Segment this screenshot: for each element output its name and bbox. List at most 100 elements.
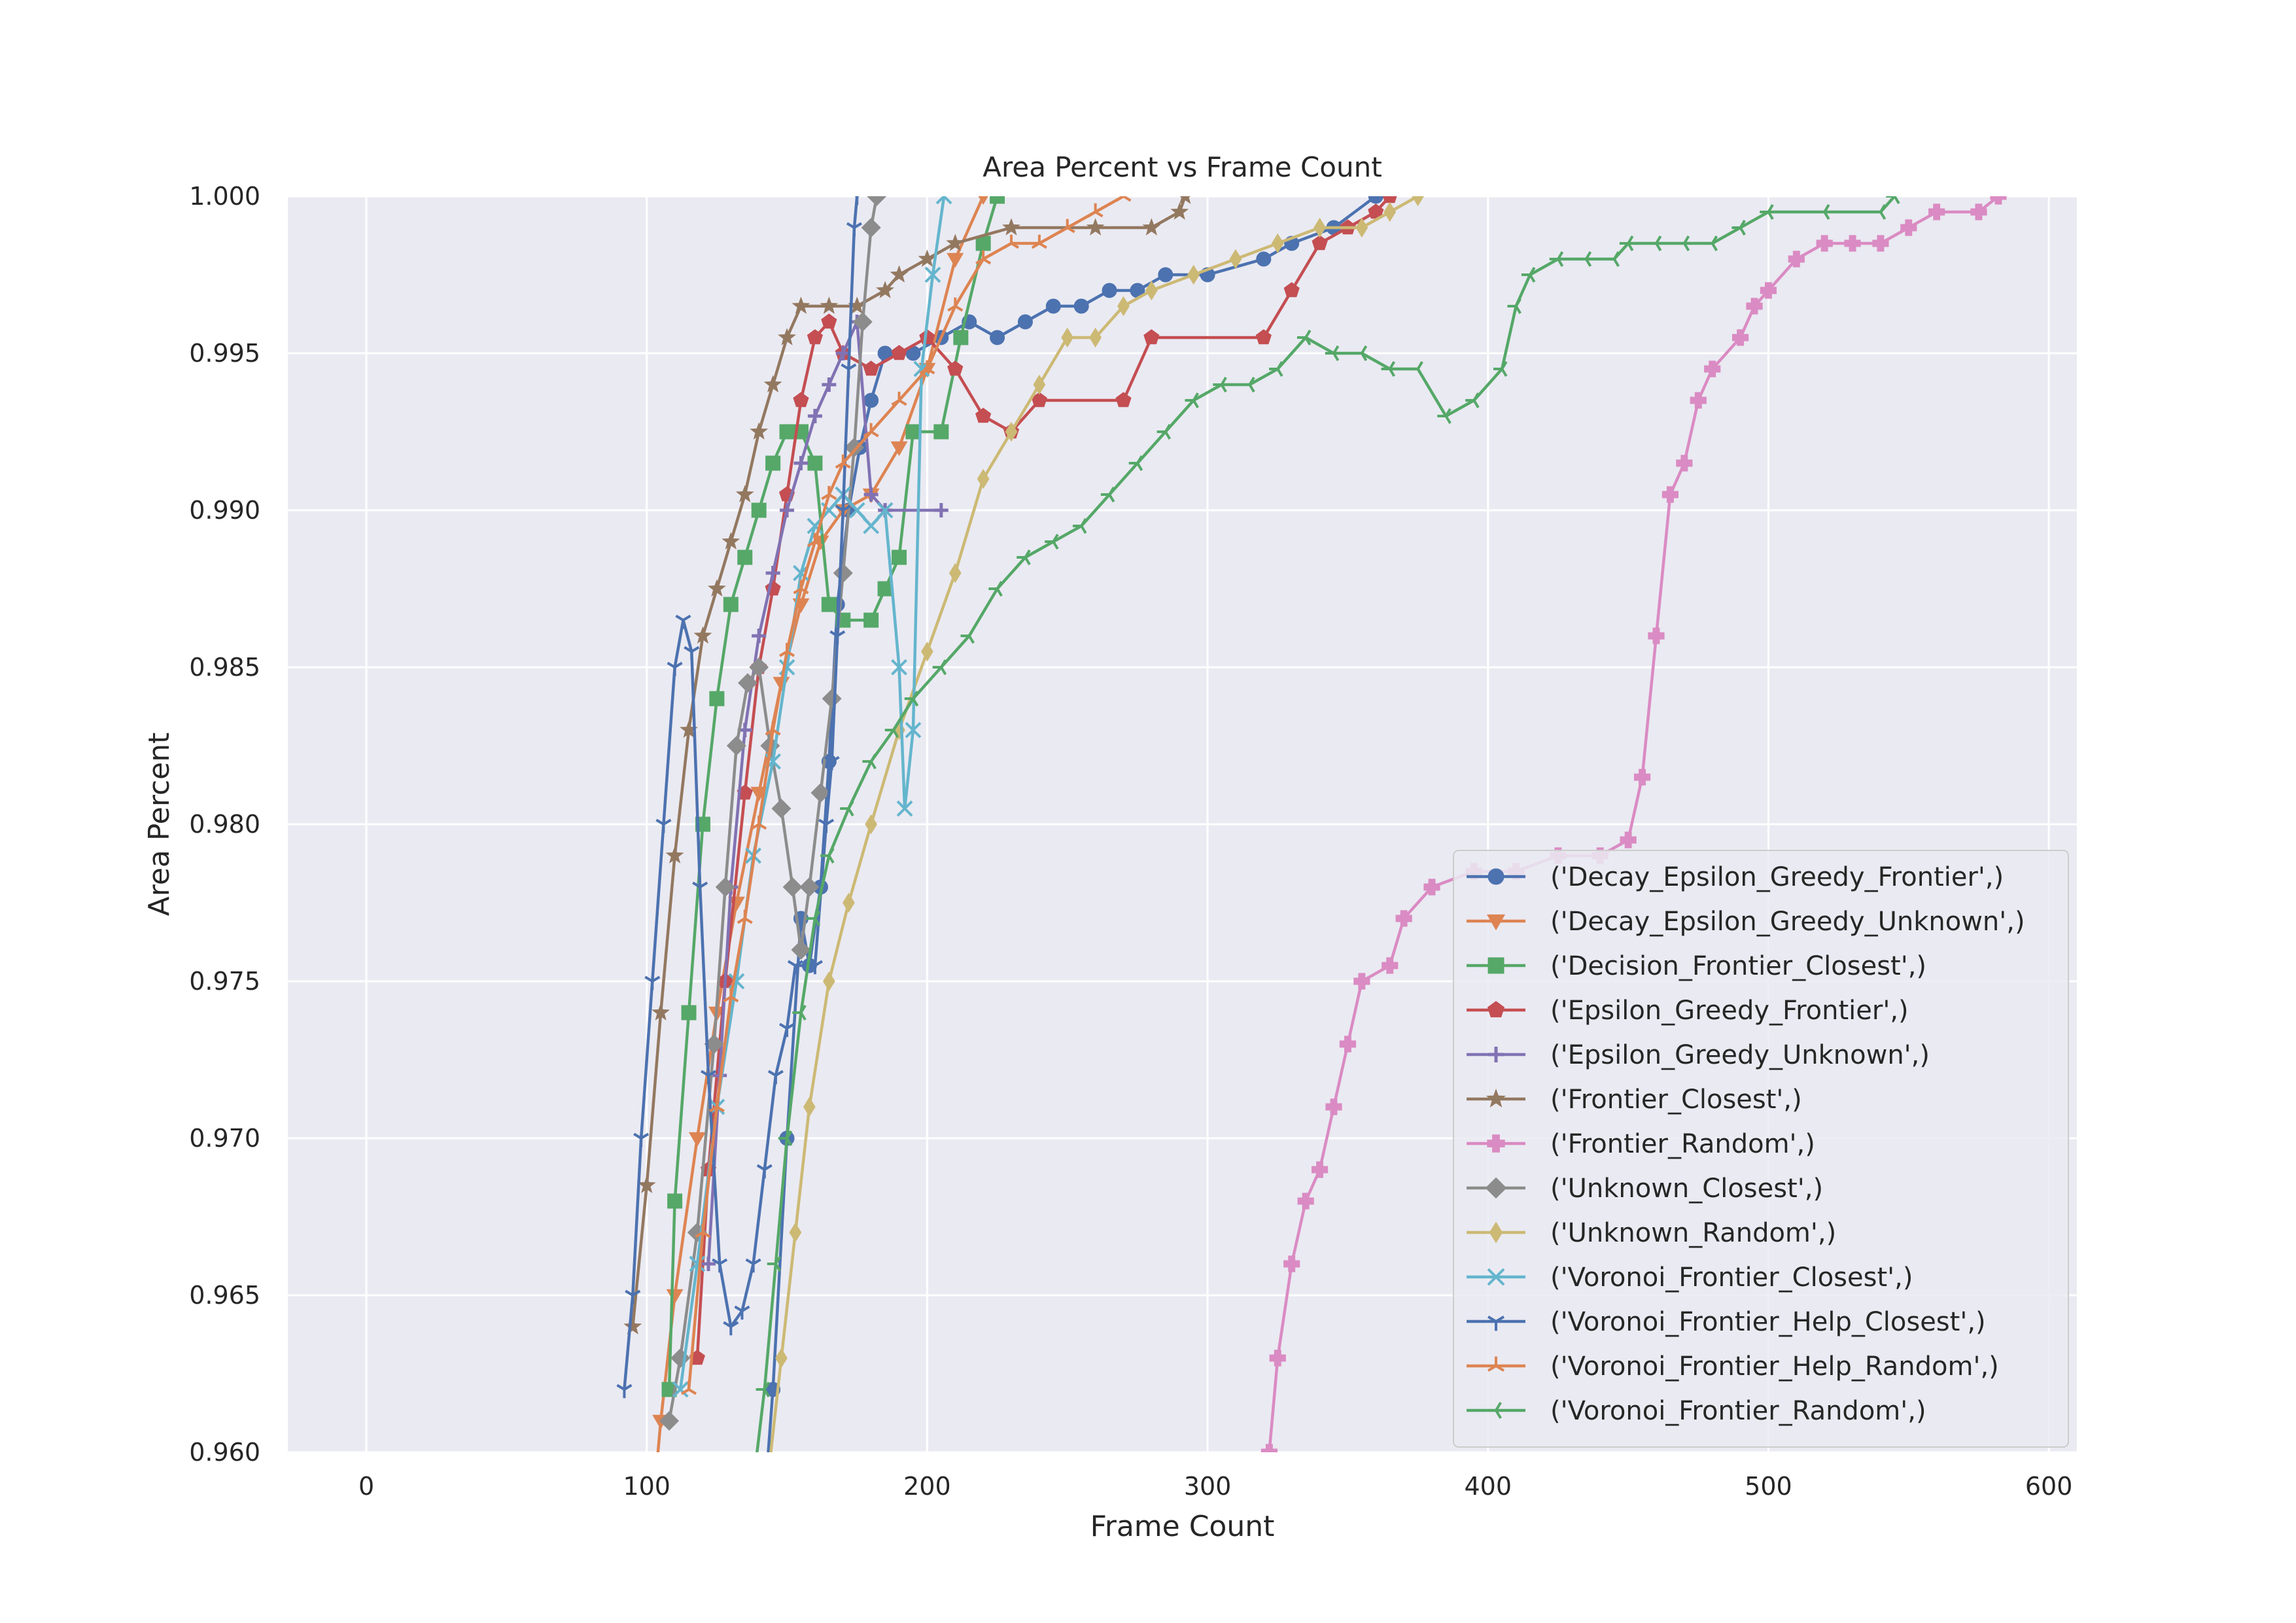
data-point <box>876 281 895 298</box>
data-point <box>1271 233 1284 254</box>
data-point <box>1145 280 1158 301</box>
data-point <box>877 502 894 519</box>
legend-item: ('Voronoi_Frontier_Closest',) <box>1467 1263 1913 1293</box>
data-point <box>738 672 758 693</box>
data-point <box>807 455 823 471</box>
data-point <box>890 441 908 457</box>
data-point <box>1229 249 1242 270</box>
data-point <box>904 690 919 707</box>
legend-label: ('Epsilon_Greedy_Frontier',) <box>1550 996 1909 1026</box>
legend: ('Decay_Epsilon_Greedy_Frontier',) ('Deca… <box>1453 850 2069 1448</box>
y-tick-label: 0.970 <box>189 1124 260 1153</box>
data-point <box>960 627 975 644</box>
x-tick-label: 400 <box>1464 1472 1512 1501</box>
legend-label: ('Voronoi_Frontier_Random',) <box>1550 1396 1926 1426</box>
data-point <box>1269 1350 1286 1367</box>
data-point <box>947 253 964 268</box>
data-point <box>1647 235 1662 252</box>
data-point <box>1003 234 1020 249</box>
data-point <box>625 1289 641 1304</box>
data-point <box>792 1004 807 1021</box>
legend-box <box>1453 850 2069 1448</box>
data-point <box>1760 203 1774 220</box>
legend-item: ('Voronoi_Frontier_Help_Random',) <box>1467 1352 1999 1382</box>
legend-item: ('Voronoi_Frontier_Random',) <box>1467 1396 1926 1426</box>
data-point <box>863 423 879 438</box>
data-point <box>778 1130 793 1147</box>
data-point <box>1158 267 1174 283</box>
data-point <box>1395 910 1412 927</box>
series-line <box>667 196 999 1390</box>
data-point <box>1045 533 1059 550</box>
data-point <box>854 196 860 205</box>
data-point <box>1493 360 1508 377</box>
data-point <box>780 503 795 517</box>
series-voronoi-frontier-help-random <box>680 196 1132 1395</box>
data-point <box>975 250 992 265</box>
data-point <box>807 409 822 423</box>
data-point <box>1187 264 1200 285</box>
legend-label: ('Voronoi_Frontier_Closest',) <box>1550 1263 1913 1293</box>
data-point <box>1353 345 1368 362</box>
legend-label: ('Decay_Epsilon_Greedy_Frontier',) <box>1550 862 2004 892</box>
data-point <box>765 721 781 736</box>
data-point <box>863 517 880 534</box>
data-point <box>905 424 921 440</box>
legend-marker <box>1486 914 1506 931</box>
legend-marker <box>1487 868 1505 885</box>
data-point <box>1788 251 1805 268</box>
data-point <box>848 502 865 519</box>
data-point <box>877 581 893 597</box>
data-point <box>1355 217 1368 238</box>
y-tick-label: 0.960 <box>189 1438 260 1467</box>
data-point <box>821 597 837 612</box>
data-point <box>1353 973 1370 990</box>
data-point <box>644 975 661 990</box>
legend-marker <box>1487 1268 1505 1286</box>
data-point <box>1382 957 1399 974</box>
data-point <box>1128 455 1143 472</box>
data-point <box>1760 282 1777 299</box>
legend-item: ('Unknown_Closest',) <box>1467 1174 1823 1204</box>
data-point <box>1465 392 1480 409</box>
data-point <box>1033 374 1046 395</box>
data-point <box>708 1098 725 1113</box>
data-point <box>675 614 691 629</box>
data-point <box>863 612 879 628</box>
data-point <box>835 454 851 469</box>
data-point <box>723 1321 739 1336</box>
data-point <box>1261 1444 1278 1452</box>
data-point <box>1157 423 1172 440</box>
data-point <box>750 422 769 440</box>
data-point <box>761 1475 773 1493</box>
data-point <box>1086 218 1105 236</box>
data-point <box>1412 196 1424 207</box>
data-point <box>1676 455 1693 472</box>
data-point <box>1900 219 1917 236</box>
legend-marker <box>1487 1356 1505 1372</box>
data-point <box>1661 486 1679 503</box>
data-point <box>726 735 746 756</box>
legend-label: ('Voronoi_Frontier_Help_Random',) <box>1550 1352 1999 1382</box>
data-point <box>778 328 796 345</box>
legend-marker <box>1488 1047 1504 1062</box>
data-point <box>1383 201 1397 222</box>
series-decision-frontier-closest <box>661 196 1005 1397</box>
data-point <box>919 329 935 345</box>
data-point <box>763 375 782 393</box>
data-point <box>1311 1161 1329 1178</box>
data-point <box>865 814 878 835</box>
data-point <box>890 265 909 283</box>
legend-marker <box>1487 1316 1505 1331</box>
data-point <box>1605 251 1620 268</box>
data-point <box>1005 421 1018 442</box>
data-point <box>947 297 964 312</box>
data-point <box>667 661 683 676</box>
data-point <box>765 566 780 580</box>
data-point <box>1690 392 1707 409</box>
data-point <box>1143 329 1160 345</box>
data-point <box>701 1070 717 1085</box>
data-point <box>737 909 753 924</box>
data-point <box>1297 1193 1314 1210</box>
data-point <box>1633 769 1651 786</box>
